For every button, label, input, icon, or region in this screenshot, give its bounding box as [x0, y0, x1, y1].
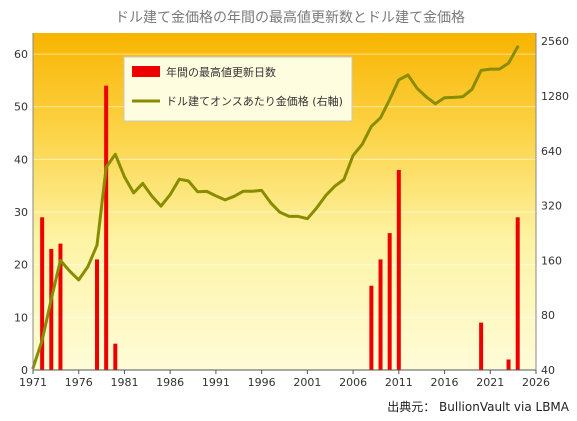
bar	[40, 217, 45, 370]
bar-series	[40, 85, 520, 370]
x-tick-label: 1996	[248, 376, 276, 389]
bar	[58, 243, 63, 370]
left-tick-label: 60	[14, 48, 28, 61]
x-tick-label: 1991	[202, 376, 230, 389]
left-tick-label: 40	[14, 153, 28, 166]
x-tick-label: 2011	[385, 376, 413, 389]
legend-line-label: ドル建てオンスあたり金価格 (右軸)	[166, 94, 343, 108]
gold-price-line	[31, 45, 520, 370]
bar	[506, 359, 511, 370]
bar	[378, 259, 383, 370]
legend: 年間の最高値更新日数 ドル建てオンスあたり金価格 (右軸)	[123, 56, 353, 122]
bar	[369, 285, 374, 370]
x-tick-label: 2026	[522, 376, 550, 389]
right-tick-label: 80	[541, 309, 555, 322]
x-tick-label: 2001	[293, 376, 321, 389]
left-tick-label: 50	[14, 101, 28, 114]
bar	[515, 217, 520, 370]
legend-bar-swatch	[132, 66, 160, 77]
x-tick-label: 1981	[110, 376, 138, 389]
legend-box	[123, 56, 353, 122]
left-tick-label: 20	[14, 259, 28, 272]
x-tick-label: 1986	[156, 376, 184, 389]
right-tick-label: 160	[541, 254, 562, 267]
bar	[49, 248, 54, 370]
x-tick-label: 2016	[431, 376, 459, 389]
legend-bar-label: 年間の最高値更新日数	[166, 65, 276, 79]
x-tick-label: 1976	[65, 376, 93, 389]
bar	[387, 233, 392, 370]
x-tick-label: 1971	[19, 376, 47, 389]
axes: 1971 1976 1981 1986 1991 1996 2001 2006 2011 2016…	[14, 33, 569, 389]
left-tick-label: 30	[14, 206, 28, 219]
x-tick-label: 2006	[339, 376, 367, 389]
bar	[104, 85, 109, 370]
bar	[479, 322, 484, 370]
right-tick-label: 2560	[541, 35, 569, 48]
bar	[113, 343, 118, 370]
x-tick-label: 2021	[476, 376, 504, 389]
left-tick-label: 10	[14, 311, 28, 324]
left-tick-label: 0	[21, 364, 28, 377]
right-tick-label: 640	[541, 145, 562, 158]
source-note: 出典元： BullionVault via LBMA	[387, 400, 569, 414]
right-tick-label: 40	[541, 364, 555, 377]
right-tick-label: 1280	[541, 90, 569, 103]
chart-title: ドル建て金価格の年間の最高値更新数とドル建て金価格	[115, 9, 465, 26]
bar	[95, 259, 100, 370]
right-tick-label: 320	[541, 200, 562, 213]
bar	[396, 169, 401, 370]
